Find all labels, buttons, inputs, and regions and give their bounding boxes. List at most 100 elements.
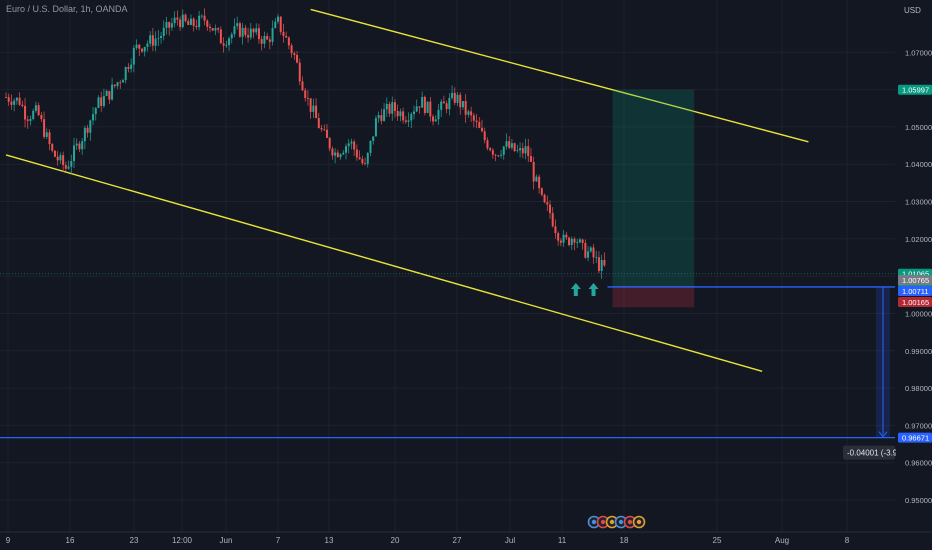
event-flag-dot (636, 519, 642, 525)
economic-events[interactable] (587, 515, 646, 529)
channel-lines[interactable] (5, 8, 809, 372)
candle (18, 97, 21, 105)
candle (554, 226, 557, 234)
candle (200, 15, 203, 17)
candle (573, 238, 576, 243)
candle (510, 143, 513, 148)
candle (43, 119, 46, 137)
time-tick: 8 (845, 536, 850, 545)
candle (124, 67, 127, 81)
candle (519, 148, 522, 151)
candle (347, 143, 350, 147)
candle (209, 26, 211, 29)
candle (535, 176, 538, 182)
candle (565, 234, 568, 238)
candle (315, 105, 318, 119)
time-tick: Aug (775, 536, 789, 545)
time-tick: 27 (453, 536, 462, 545)
candle (568, 237, 571, 245)
symbol-title[interactable]: Euro / U.S. Dollar, 1h, OANDA (6, 4, 128, 14)
time-tick: 23 (130, 536, 139, 545)
candle (336, 152, 339, 158)
candle (249, 28, 252, 38)
horizontal-levels[interactable] (0, 273, 895, 439)
price-tag-text: 1.01065 (902, 270, 929, 279)
loss-zone (612, 286, 695, 308)
candle (59, 155, 62, 161)
price-range-measure[interactable]: -0.04001 (-3.97%) (843, 286, 912, 460)
candle (508, 141, 511, 148)
candle (396, 111, 399, 117)
candle (282, 31, 285, 36)
candle (247, 35, 250, 38)
candle (105, 90, 108, 96)
time-tick: Jul (505, 536, 515, 545)
candle (334, 152, 337, 156)
price-tick: 1.07000 (905, 48, 932, 57)
arrow-up-icon (588, 283, 599, 296)
candle (323, 129, 326, 131)
candle (491, 150, 494, 155)
profit-zone (612, 89, 695, 287)
candle (13, 100, 16, 105)
time-axis[interactable]: 9 16 23 12:00 Jun 7 13 20 27 Jul 11 18 25 Aug 8 (0, 531, 932, 545)
candle (78, 143, 81, 150)
candle (467, 111, 470, 115)
long-position-tool[interactable] (612, 89, 695, 308)
candle (62, 155, 65, 166)
candle (527, 146, 530, 157)
candle (236, 23, 239, 27)
time-tick: 13 (325, 536, 334, 545)
candle (399, 111, 402, 117)
arrow-markers[interactable] (570, 283, 599, 296)
candle (293, 53, 296, 56)
event-flag-dot (627, 519, 633, 525)
candle (570, 238, 573, 245)
candle (543, 194, 546, 203)
candle (437, 109, 440, 120)
candle (426, 101, 429, 113)
candle (532, 161, 535, 182)
candle (228, 38, 231, 46)
price-axis[interactable]: 1.070001.060001.050001.040001.030001.020… (896, 0, 932, 532)
candle (132, 47, 135, 65)
candle (34, 105, 37, 111)
candle (562, 234, 565, 243)
candle (413, 111, 415, 115)
candle (529, 156, 532, 162)
candle (304, 90, 307, 98)
candle (342, 152, 345, 155)
candle (546, 202, 549, 205)
candle (244, 27, 247, 36)
time-tick: 12:00 (172, 536, 193, 545)
candle (160, 35, 163, 39)
candle (170, 23, 173, 28)
candle (121, 80, 124, 83)
candle (86, 127, 89, 133)
price-tick: 1.05000 (905, 123, 932, 132)
candle (448, 97, 451, 110)
price-tag (898, 286, 932, 296)
candle (37, 105, 40, 116)
candle (192, 18, 195, 26)
candle (459, 94, 462, 108)
price-tick: 0.98000 (905, 384, 932, 393)
candle (320, 128, 323, 130)
price-tick: 0.97000 (905, 421, 932, 430)
candle (5, 97, 7, 98)
candle (181, 14, 184, 28)
candle (481, 127, 483, 132)
time-tick: 7 (276, 536, 281, 545)
candle (290, 45, 293, 54)
time-tick: 16 (66, 536, 75, 545)
price-tag (898, 84, 932, 95)
lower-channel-line (5, 154, 763, 372)
candle (328, 137, 331, 149)
price-tag (898, 297, 932, 307)
candle (418, 106, 421, 108)
candle (597, 257, 600, 271)
candle (252, 28, 255, 33)
candle (187, 21, 190, 25)
